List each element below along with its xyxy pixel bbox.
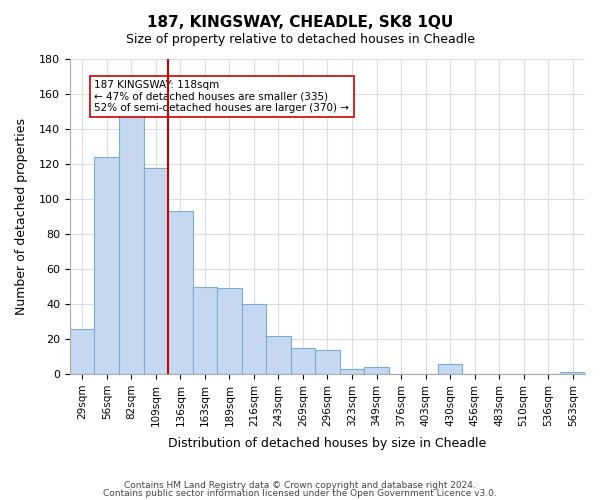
Y-axis label: Number of detached properties: Number of detached properties <box>15 118 28 315</box>
Bar <box>217 288 242 374</box>
Bar <box>193 286 217 374</box>
Bar <box>168 212 193 374</box>
Bar <box>290 348 315 374</box>
Bar <box>364 367 389 374</box>
Text: Contains public sector information licensed under the Open Government Licence v3: Contains public sector information licen… <box>103 488 497 498</box>
X-axis label: Distribution of detached houses by size in Cheadle: Distribution of detached houses by size … <box>169 437 487 450</box>
Text: Size of property relative to detached houses in Cheadle: Size of property relative to detached ho… <box>125 32 475 46</box>
Bar <box>143 168 168 374</box>
Bar <box>340 369 364 374</box>
Text: 187, KINGSWAY, CHEADLE, SK8 1QU: 187, KINGSWAY, CHEADLE, SK8 1QU <box>147 15 453 30</box>
Bar <box>242 304 266 374</box>
Text: Contains HM Land Registry data © Crown copyright and database right 2024.: Contains HM Land Registry data © Crown c… <box>124 481 476 490</box>
Bar <box>266 336 290 374</box>
Bar <box>560 372 585 374</box>
Bar <box>438 364 463 374</box>
Text: 187 KINGSWAY: 118sqm
← 47% of detached houses are smaller (335)
52% of semi-deta: 187 KINGSWAY: 118sqm ← 47% of detached h… <box>94 80 349 113</box>
Bar <box>94 157 119 374</box>
Bar <box>315 350 340 374</box>
Bar <box>119 112 143 374</box>
Bar <box>70 328 94 374</box>
